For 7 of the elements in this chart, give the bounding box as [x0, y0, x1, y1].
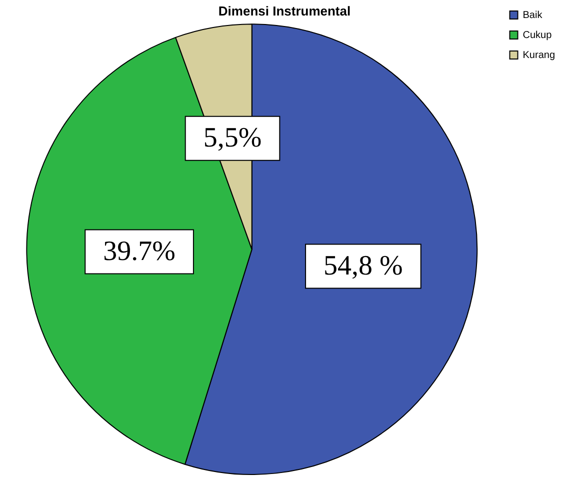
chart-title: Dimensi Instrumental	[218, 3, 351, 18]
data-label: 5,5%	[203, 122, 262, 154]
legend-label: Cukup	[522, 30, 552, 41]
legend-label: Kurang	[522, 50, 556, 61]
data-label: 39.7%	[103, 236, 176, 268]
legend-label: Baik	[522, 10, 544, 21]
data-label: 54,8 %	[324, 250, 403, 282]
